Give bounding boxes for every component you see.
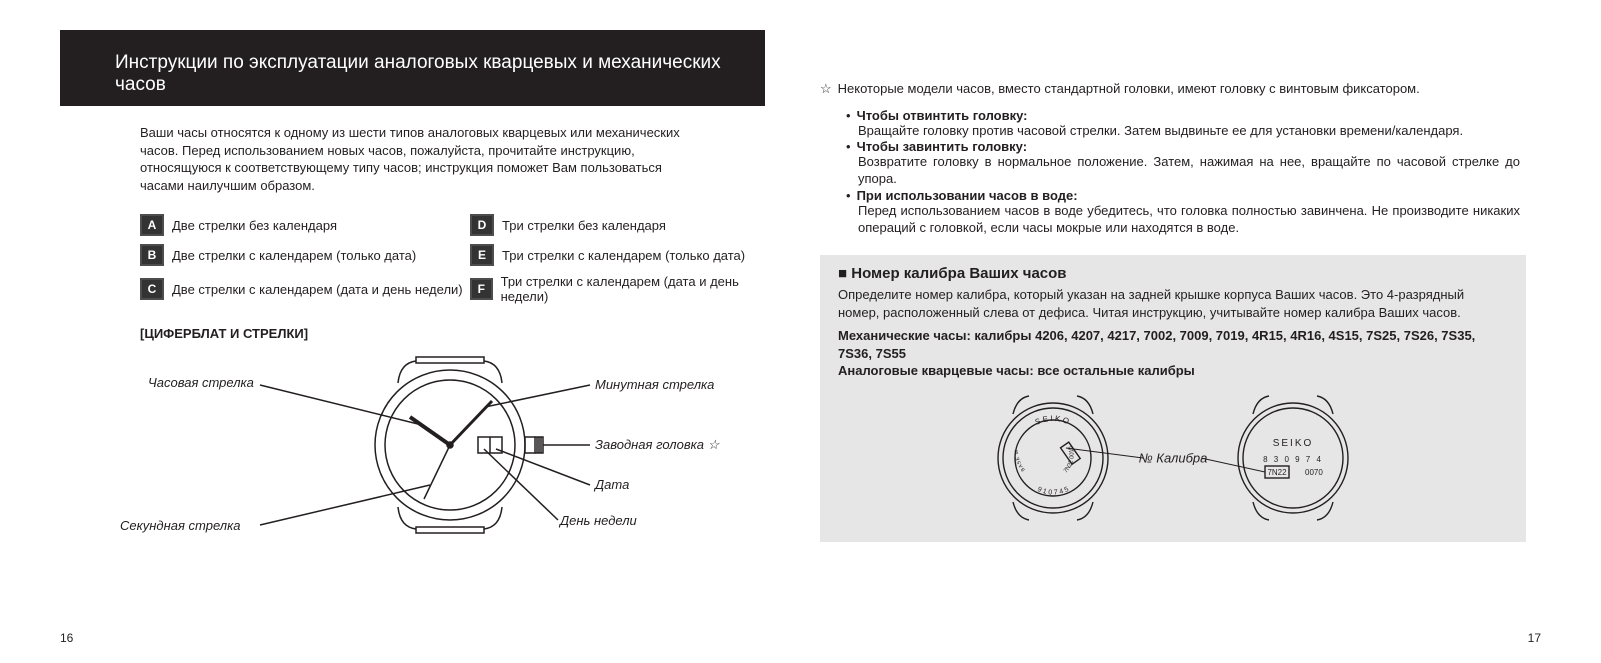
lbl-day: День недели xyxy=(560,513,637,528)
caseback-1: SEIKO BASE METAL ST. STEEL BACK 9 1 0 7 … xyxy=(953,388,1153,528)
type-badge-a: A xyxy=(140,214,164,236)
type-badge-d: D xyxy=(470,214,494,236)
type-label: Три стрелки с календарем (только дата) xyxy=(502,248,745,263)
type-badge-c: C xyxy=(140,278,164,300)
bullet-head: Чтобы завинтить головку: xyxy=(857,139,1027,154)
svg-text:SEIKO: SEIKO xyxy=(1034,414,1073,427)
caseback-2: SEIKO 8 3 0 9 7 4 7N22 0070 xyxy=(1193,388,1393,528)
type-f: F Три стрелки с календарем (дата и день н… xyxy=(470,274,770,304)
type-label: Две стрелки с календарем (только дата) xyxy=(172,248,416,263)
bullet-dot: • xyxy=(846,139,851,154)
caliber-title: Номер калибра Ваших часов xyxy=(838,265,1508,282)
bullet-3: • При использовании часов в воде: xyxy=(846,188,1520,203)
crown-bullets: • Чтобы отвинтить головку: Вращайте голов… xyxy=(846,108,1520,237)
page-right: ☆ Некоторые модели часов, вместо стандар… xyxy=(820,30,1540,630)
lbl-date: Дата xyxy=(595,477,629,492)
watch-types-grid: A Две стрелки без календаря D Три стрелки … xyxy=(140,214,735,304)
caliber-number-label: № Калибра xyxy=(1139,450,1208,465)
type-badge-b: B xyxy=(140,244,164,266)
caliber-bold2: Аналоговые кварцевые часы: все остальные… xyxy=(838,362,1508,380)
type-d: D Три стрелки без календаря xyxy=(470,214,770,236)
page-number-left: 16 xyxy=(60,631,73,645)
caliber-body: Определите номер калибра, который указан… xyxy=(838,286,1508,321)
svg-text:9 1 0 7 4 5: 9 1 0 7 4 5 xyxy=(1036,486,1070,496)
lbl-minute: Минутная стрелка xyxy=(595,377,714,392)
bullet-body: Возвратите головку в нормальное положени… xyxy=(858,154,1520,188)
bullet-body: Вращайте головку против часовой стрелки.… xyxy=(858,123,1520,140)
lbl-hour: Часовая стрелка xyxy=(148,375,254,390)
page-title: Инструкции по эксплуатации аналоговых кв… xyxy=(60,30,765,106)
bullet-1: • Чтобы отвинтить головку: xyxy=(846,108,1520,123)
dial-section-title: [ЦИФЕРБЛАТ И СТРЕЛКИ] xyxy=(140,326,765,341)
type-label: Две стрелки без календаря xyxy=(172,218,337,233)
watch-diagram: Часовая стрелка Секундная стрелка Минутн… xyxy=(140,345,725,540)
type-badge-f: F xyxy=(470,278,493,300)
svg-text:0070: 0070 xyxy=(1305,468,1323,477)
crown-note-text: Некоторые модели часов, вместо стандартн… xyxy=(838,80,1420,98)
type-badge-e: E xyxy=(470,244,494,266)
star-icon: ☆ xyxy=(820,80,832,98)
crown-note: ☆ Некоторые модели часов, вместо стандар… xyxy=(820,80,1520,98)
lbl-crown: Заводная головка ☆ xyxy=(595,437,719,453)
intro-paragraph: Ваши часы относятся к одному из шести ти… xyxy=(140,124,705,194)
caliber-bold1: Механические часы: калибры 4206, 4207, 4… xyxy=(838,327,1508,362)
type-c: C Две стрелки с календарем (дата и день н… xyxy=(140,274,470,304)
type-a: A Две стрелки без календаря xyxy=(140,214,470,236)
bullet-body: Перед использованием часов в воде убедит… xyxy=(858,203,1520,237)
svg-text:SEIKO: SEIKO xyxy=(1273,438,1314,449)
type-label: Две стрелки с календарем (дата и день не… xyxy=(172,282,463,297)
type-e: E Три стрелки с календарем (только дата) xyxy=(470,244,770,266)
svg-text:8 3 0 9 7 4: 8 3 0 9 7 4 xyxy=(1263,455,1323,464)
type-label: Три стрелки без календаря xyxy=(502,218,666,233)
bullet-dot: • xyxy=(846,188,851,203)
bullet-head: Чтобы отвинтить головку: xyxy=(857,108,1028,123)
type-label: Три стрелки с календарем (дата и день не… xyxy=(501,274,770,304)
bullet-dot: • xyxy=(846,108,851,123)
lbl-second: Секундная стрелка xyxy=(120,518,240,533)
bullet-head: При использовании часов в воде: xyxy=(857,188,1078,203)
caliber-box: Номер калибра Ваших часов Определите ном… xyxy=(820,255,1526,542)
page-left: Инструкции по эксплуатации аналоговых кв… xyxy=(60,30,765,630)
caseback-diagrams: SEIKO BASE METAL ST. STEEL BACK 9 1 0 7 … xyxy=(838,388,1508,528)
page-number-right: 17 xyxy=(1528,631,1541,645)
svg-text:BASE METAL ST. STEEL BACK: BASE METAL ST. STEEL BACK xyxy=(953,388,1027,472)
svg-text:7N22: 7N22 xyxy=(1267,468,1287,477)
type-b: B Две стрелки с календарем (только дата) xyxy=(140,244,470,266)
bullet-2: • Чтобы завинтить головку: xyxy=(846,139,1520,154)
